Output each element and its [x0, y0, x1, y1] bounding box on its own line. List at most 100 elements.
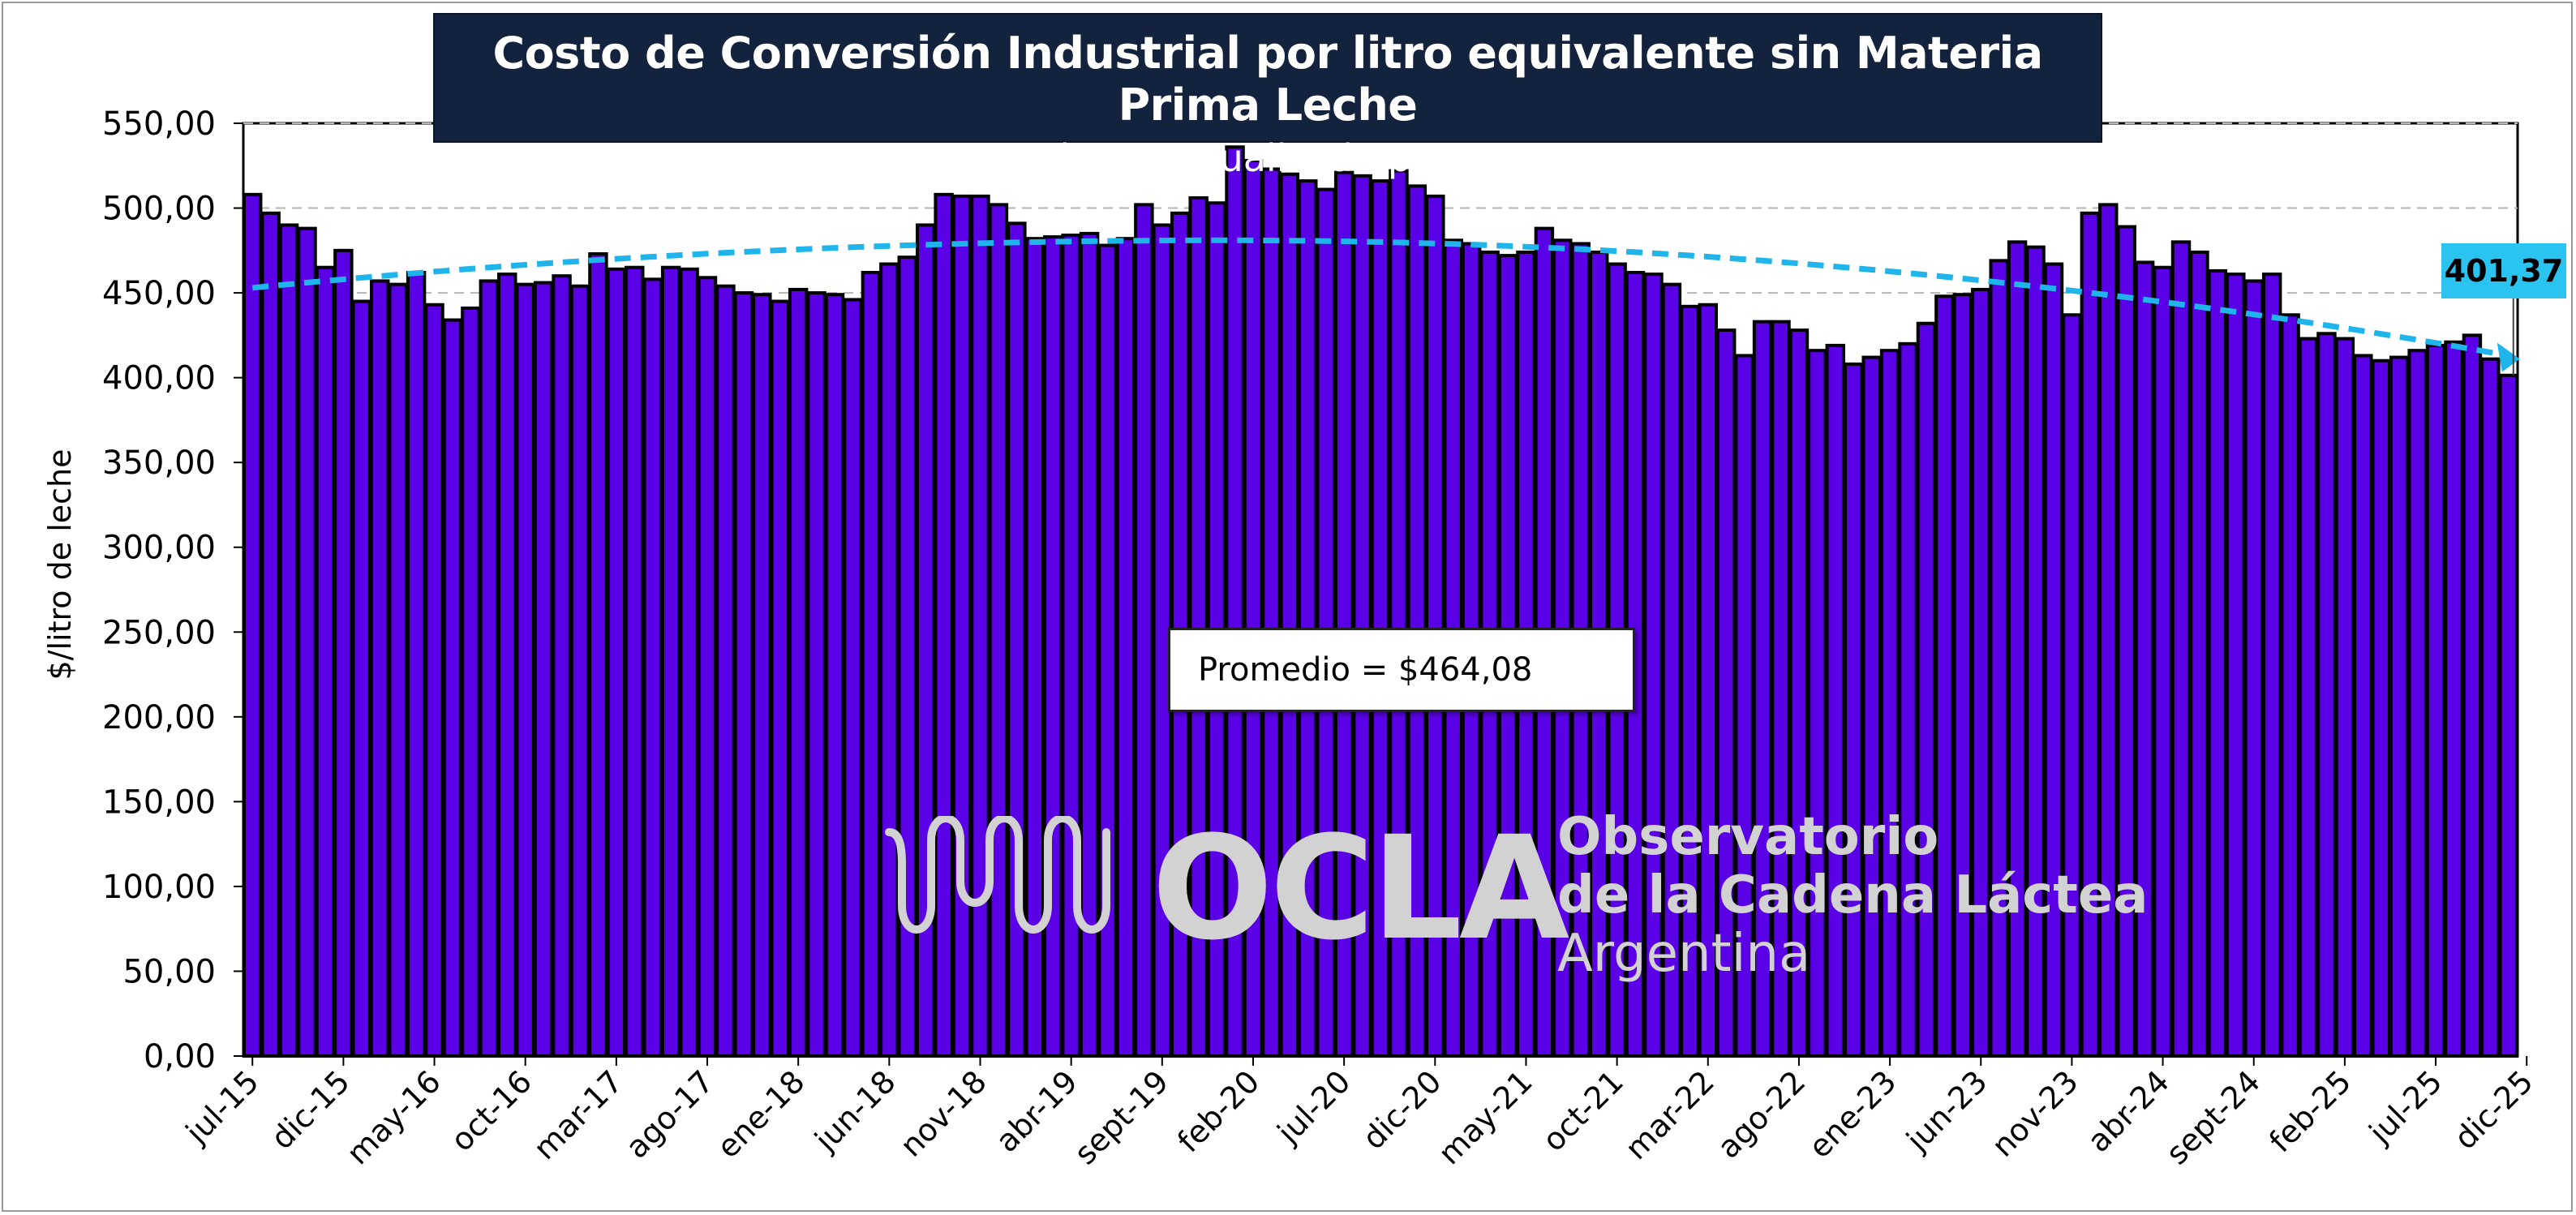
logo-line-1: Observatorio: [1557, 807, 1939, 867]
bar: [533, 281, 554, 1058]
bar: [2407, 349, 2428, 1058]
x-tick-label: ago-17: [619, 1063, 720, 1165]
average-annotation: Promedio = $464,08: [1168, 628, 1635, 712]
bar: [843, 298, 863, 1058]
bar: [861, 271, 882, 1058]
bar: [1661, 282, 1682, 1058]
bar: [1771, 320, 1791, 1058]
chart-subtitle: - valores actualizado por IPC -: [989, 136, 1547, 180]
y-axis-label: $/litro de leche: [42, 449, 78, 680]
bar: [1807, 349, 1827, 1058]
y-tick-label: 450,00: [102, 275, 216, 312]
bar: [243, 192, 263, 1058]
bar: [2153, 265, 2173, 1058]
bar: [1916, 321, 1937, 1058]
x-tick-label: ago-22: [1711, 1063, 1812, 1165]
bar: [588, 252, 608, 1058]
bar: [1680, 304, 1700, 1058]
bar: [2353, 354, 2373, 1058]
x-tick-label: feb-20: [1170, 1063, 1266, 1159]
y-tick-label: 400,00: [102, 360, 216, 397]
bar: [1934, 294, 1955, 1058]
bar: [515, 282, 535, 1058]
bar: [2043, 262, 2064, 1058]
bar: [424, 303, 444, 1058]
bar: [461, 306, 481, 1058]
x-tick-label: oct-21: [1535, 1063, 1630, 1158]
bar: [2371, 358, 2391, 1058]
wave-pipes-icon: [885, 816, 1110, 934]
bar: [2280, 313, 2300, 1058]
bar: [752, 293, 772, 1058]
bar: [806, 291, 826, 1058]
bar: [2025, 245, 2046, 1058]
logo-line-3: Argentina: [1557, 924, 1811, 984]
x-tick-label: jun-23: [1899, 1063, 1994, 1158]
bar: [1734, 354, 1754, 1058]
x-tick-label: nov-23: [1985, 1063, 2085, 1164]
bar: [2170, 240, 2192, 1058]
last-value-label: 401,37: [2441, 243, 2566, 298]
chart-plot: 0,00 50,00 100,00 150,00 200,00 250,00 300,00 3…: [102, 105, 2540, 1171]
x-tick-label: feb-25: [2262, 1063, 2358, 1159]
x-tick-label: ene-18: [710, 1063, 811, 1165]
x-tick-label: mar-22: [1618, 1063, 1721, 1166]
bar: [1952, 293, 1973, 1058]
x-tick-label: ene-23: [1801, 1063, 1903, 1165]
bar: [2444, 340, 2464, 1058]
bar: [497, 273, 517, 1058]
bar: [2462, 333, 2483, 1058]
bar: [660, 265, 681, 1058]
x-tick-label: jun-18: [807, 1063, 902, 1158]
bar: [606, 267, 627, 1058]
ocla-wordmark: OCLA: [1152, 805, 1569, 972]
chart-title-box: Costo de Conversión Industrial por litro…: [433, 13, 2102, 180]
ocla-tagline: Observatorio de la Cadena Láctea Argenti…: [1557, 808, 2148, 983]
y-tick-label: 150,00: [102, 784, 216, 821]
y-tick-label: 50,00: [122, 953, 216, 990]
x-tick-label: oct-16: [444, 1063, 539, 1158]
bar: [2316, 332, 2337, 1058]
bar: [2080, 211, 2101, 1058]
bar: [2226, 273, 2246, 1058]
x-tick-label: jul-15: [178, 1063, 266, 1151]
x-tick-label: nov-18: [893, 1063, 994, 1164]
bar: [1825, 343, 1846, 1058]
bar: [2007, 240, 2028, 1058]
bar: [297, 226, 317, 1058]
bar: [260, 211, 281, 1058]
y-tick-label: 0,00: [144, 1038, 216, 1075]
x-tick-label: jul-20: [1270, 1063, 1358, 1151]
bar: [1643, 273, 1664, 1058]
bar: [1844, 362, 1864, 1058]
bar: [278, 223, 299, 1058]
bar: [388, 282, 408, 1058]
y-tick-label: 200,00: [102, 699, 216, 736]
x-tick-label: sept-24: [2159, 1063, 2267, 1171]
bar: [2334, 337, 2355, 1058]
bar: [1898, 341, 1918, 1058]
bar: [2243, 279, 2264, 1058]
chart-title: Costo de Conversión Industrial por litro…: [492, 28, 2043, 131]
bar: [625, 265, 645, 1058]
bar: [642, 277, 663, 1058]
bar: [715, 284, 736, 1058]
ocla-logo: OCLA Observatorio de la Cadena Láctea Ar…: [884, 805, 2148, 986]
y-tick-label: 250,00: [102, 614, 216, 651]
bar: [442, 318, 463, 1058]
bar: [370, 279, 390, 1058]
x-tick-label: sept-19: [1067, 1063, 1175, 1171]
bar: [2134, 260, 2155, 1058]
bar: [679, 267, 699, 1058]
x-tick-label: dic-25: [2447, 1063, 2540, 1156]
bar: [1989, 259, 2009, 1058]
bar: [1752, 320, 1773, 1058]
bar: [552, 274, 572, 1058]
bar: [2389, 355, 2410, 1058]
logo-line-2: de la Cadena Láctea: [1557, 865, 2149, 925]
bar: [315, 265, 336, 1058]
x-tick-label: mar-17: [526, 1063, 629, 1166]
bar: [770, 299, 790, 1058]
bar: [788, 287, 809, 1058]
